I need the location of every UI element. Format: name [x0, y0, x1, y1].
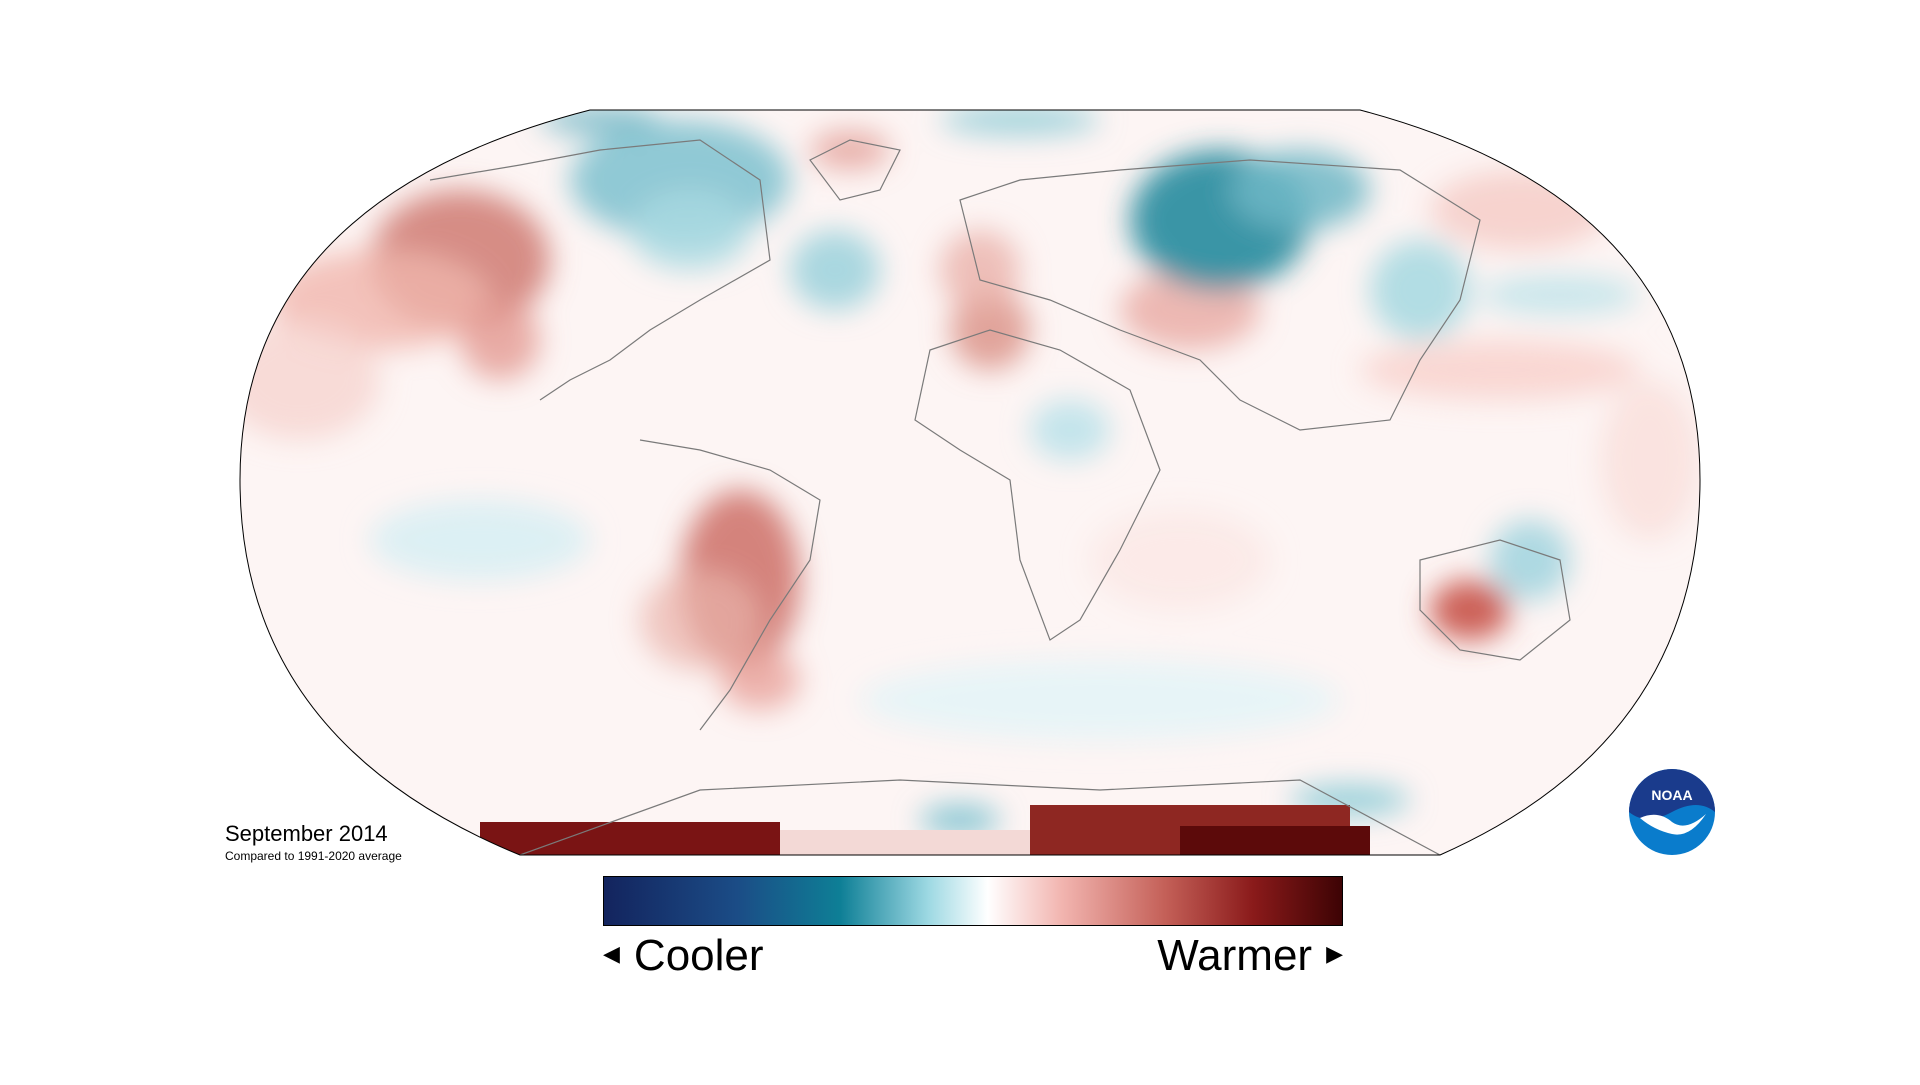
- map-subtitle: Compared to 1991-2020 average: [225, 849, 402, 863]
- map-caption: September 2014 Compared to 1991-2020 ave…: [225, 821, 402, 864]
- noaa-logo: NOAA: [1629, 769, 1715, 855]
- warmer-label: Warmer: [1157, 931, 1313, 980]
- color-scale-bar: [603, 876, 1343, 926]
- anomaly-field: [240, 110, 1700, 855]
- warmer-label-group: Warmer ▶: [1157, 930, 1343, 984]
- left-triangle-icon: ◀: [603, 941, 620, 967]
- cooler-label-group: ◀ Cooler: [603, 930, 764, 984]
- coastlines: [429, 139, 1571, 855]
- map-title: September 2014: [225, 821, 388, 846]
- cooler-label: Cooler: [633, 931, 764, 980]
- right-triangle-icon: ▶: [1326, 941, 1343, 967]
- noaa-logo-text: NOAA: [1651, 787, 1692, 803]
